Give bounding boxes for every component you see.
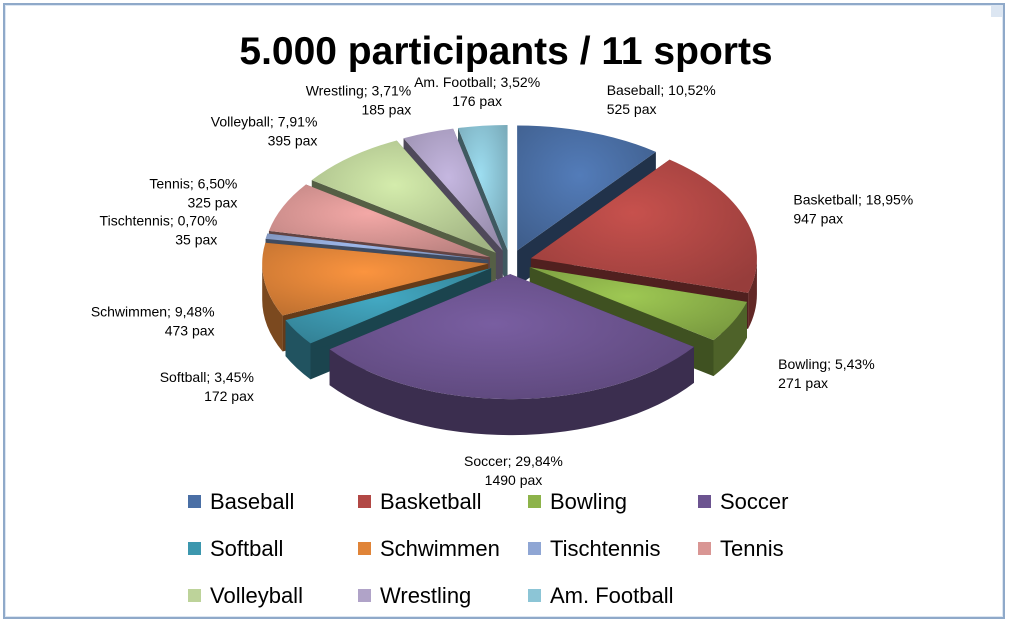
slice-soccer[interactable] <box>329 274 694 400</box>
chart-title: 5.000 participants / 11 sports <box>239 30 773 73</box>
legend-swatch <box>188 542 201 555</box>
legend-label: Schwimmen <box>380 535 500 561</box>
label-bowling: Bowling; 5,43% <box>778 356 875 372</box>
slice-schwimmen[interactable] <box>262 242 489 316</box>
legend-item-soccer[interactable]: Soccer <box>698 489 788 515</box>
legend-item-basketball[interactable]: Basketball <box>358 489 482 515</box>
legend-item-schwimmen[interactable]: Schwimmen <box>358 536 500 562</box>
label-pax-soccer: 1490 pax <box>485 472 543 488</box>
legend-swatch <box>358 495 371 508</box>
slice-tennis[interactable] <box>268 184 490 258</box>
label-pax-tennis: 325 pax <box>188 195 238 211</box>
label-pax-schwimmen: 473 pax <box>165 322 215 338</box>
label-pax-am-football: 176 pax <box>452 93 502 109</box>
label-softball: Softball; 3,45% <box>160 369 254 385</box>
legend-swatch <box>188 589 201 602</box>
frame-corner <box>991 5 1003 17</box>
label-pax-basketball: 947 pax <box>793 211 843 227</box>
label-wrestling: Wrestling; 3,71% <box>306 83 412 99</box>
label-pax-wrestling: 185 pax <box>361 102 411 118</box>
label-baseball: Baseball; 10,52% <box>607 82 716 98</box>
legend-item-softball[interactable]: Softball <box>188 536 283 562</box>
slice-wrestling[interactable] <box>403 128 503 251</box>
legend-swatch <box>188 495 201 508</box>
label-schwimmen: Schwimmen; 9,48% <box>91 303 215 319</box>
legend-label: Tennis <box>720 535 784 561</box>
label-soccer: Soccer; 29,84% <box>464 453 563 469</box>
legend-row: Baseball Basketball Bowling Soccer <box>188 478 848 525</box>
slice-basketball[interactable] <box>530 159 757 293</box>
legend-label: Tischtennis <box>550 535 661 561</box>
label-pax-softball: 172 pax <box>204 388 254 404</box>
label-basketball: Basketball; 18,95% <box>793 192 913 208</box>
slice-rim-basketball <box>748 258 757 329</box>
label-pax-volleyball: 395 pax <box>268 133 318 149</box>
label-am-football: Am. Football; 3,52% <box>414 74 540 90</box>
slice-rim-schwimmen <box>262 263 283 352</box>
legend-item-baseball[interactable]: Baseball <box>188 489 294 515</box>
legend-swatch <box>528 589 541 602</box>
legend-label: Baseball <box>210 488 295 514</box>
legend-item-tischtennis[interactable]: Tischtennis <box>528 536 660 562</box>
legend-label: Am. Football <box>550 582 674 608</box>
legend-item-wrestling[interactable]: Wrestling <box>358 583 471 609</box>
label-pax-baseball: 525 pax <box>607 101 657 117</box>
slice-bowling[interactable] <box>529 267 747 341</box>
slice-rim-bowling <box>713 301 747 377</box>
chart-legend: Baseball Basketball Bowling Soccer Softball S… <box>188 478 848 619</box>
legend-swatch <box>358 589 371 602</box>
label-tischtennis: Tischtennis; 0,70% <box>100 213 218 229</box>
label-pax-bowling: 271 pax <box>778 375 828 391</box>
legend-label: Soccer <box>720 488 789 514</box>
slice-softball[interactable] <box>285 268 492 344</box>
legend-label: Bowling <box>550 488 628 514</box>
legend-swatch <box>698 542 711 555</box>
legend-row: Softball Schwimmen Tischtennis Tennis <box>188 525 848 572</box>
slice-rim-soccer <box>329 346 694 436</box>
label-pax-tischtennis: 35 pax <box>175 232 217 248</box>
legend-label: Wrestling <box>380 582 472 608</box>
label-tennis: Tennis; 6,50% <box>149 176 237 192</box>
legend-swatch <box>528 542 541 555</box>
legend-label: Volleyball <box>210 582 303 608</box>
legend-swatch <box>528 495 541 508</box>
label-volleyball: Volleyball; 7,91% <box>211 114 318 130</box>
legend-swatch <box>358 542 371 555</box>
slice-wall-softball <box>285 268 492 357</box>
legend-item-tennis[interactable]: Tennis <box>698 536 784 562</box>
legend-item-bowling[interactable]: Bowling <box>528 489 627 515</box>
slice-tischtennis[interactable] <box>265 233 489 260</box>
legend-swatch <box>698 495 711 508</box>
slice-baseball[interactable] <box>517 125 656 251</box>
slice-am-football[interactable] <box>457 124 508 250</box>
legend-label: Softball <box>210 535 284 561</box>
slice-rim-softball <box>285 320 311 380</box>
legend-label: Basketball <box>380 488 482 514</box>
legend-row: Volleyball Wrestling Am. Football <box>188 572 848 619</box>
legend-item-am-football[interactable]: Am. Football <box>528 583 674 609</box>
slice-volleyball[interactable] <box>311 140 496 253</box>
legend-item-volleyball[interactable]: Volleyball <box>188 583 303 609</box>
